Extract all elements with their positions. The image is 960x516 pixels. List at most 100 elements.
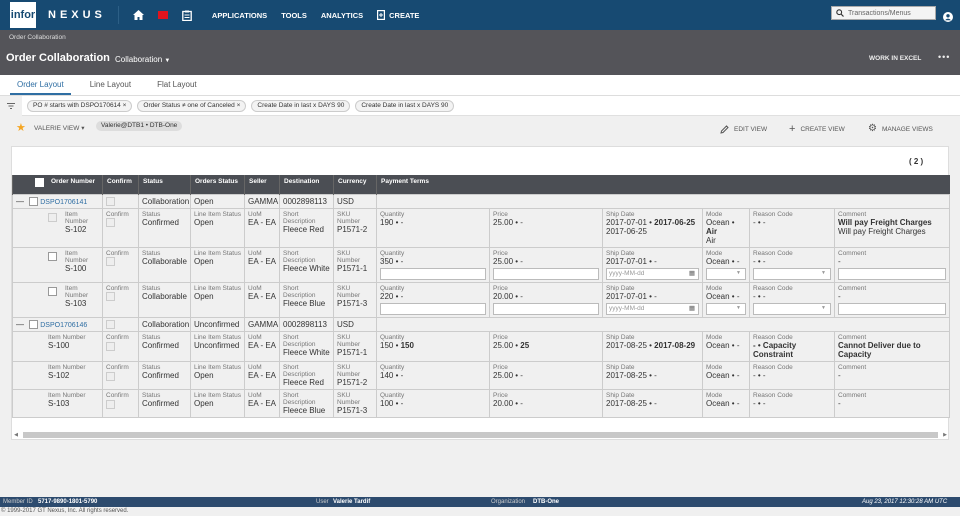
reason-code-select[interactable]: ▼ xyxy=(753,302,831,315)
field-value: S-103 xyxy=(65,298,87,308)
quantity-input[interactable] xyxy=(380,302,486,315)
row-checkbox[interactable] xyxy=(29,196,38,206)
user-account-icon[interactable] xyxy=(943,9,953,27)
col-status[interactable]: Status xyxy=(138,175,191,194)
calendar-icon[interactable]: ▦ xyxy=(688,304,695,312)
field-label: UoM xyxy=(248,284,262,292)
menu-applications[interactable]: APPLICATIONS xyxy=(211,10,268,20)
infor-logo[interactable]: infor xyxy=(10,2,36,28)
comment-input[interactable] xyxy=(838,302,946,315)
field-value: Ocean • - xyxy=(706,371,740,381)
horizontal-scrollbar[interactable]: ◀ ▶ xyxy=(12,430,949,439)
col-orders-status[interactable]: Orders Status xyxy=(190,175,245,194)
price-input[interactable] xyxy=(493,302,599,315)
field-value: - xyxy=(838,256,841,266)
order-row[interactable]: — DSPO1706146 Collaboration Unconfirmed … xyxy=(12,316,950,333)
field-label: Status xyxy=(142,249,161,257)
infor-app-icon[interactable] xyxy=(157,11,168,19)
search-input[interactable]: Transactions/Menus xyxy=(831,6,936,20)
order-row[interactable]: — DSPO1706141 Collaboration Open GAMMA 0… xyxy=(12,193,950,209)
col-confirm[interactable]: Confirm xyxy=(102,175,139,194)
manage-views-button[interactable]: ⚙ MANAGE VIEWS xyxy=(868,124,933,134)
filter-chip-po[interactable]: PO # starts with DSPO170614 × xyxy=(27,99,133,112)
create-view-button[interactable]: + CREATE VIEW xyxy=(789,124,845,135)
scroll-left-icon[interactable]: ◀ xyxy=(14,431,18,438)
user-name: Valerie Tardif xyxy=(333,498,371,505)
ship-date-cell: Ship Date 2017-07-01 • - yyyy-MM-dd ▦ xyxy=(602,246,703,283)
field-value: 2017-07-01 • - xyxy=(606,256,657,266)
line-item-row[interactable]: Item Number S-103 Confirm Status Confirmed… xyxy=(12,389,950,419)
reason-code-cell: Reason Code - • Capacity Constraint xyxy=(749,331,835,363)
view-selector[interactable]: Collaboration ▼ xyxy=(115,55,170,64)
field-value: 2017-06-25 xyxy=(654,217,696,227)
user-label: User xyxy=(316,498,329,505)
field-label: Confirm xyxy=(106,249,129,257)
filter-chip-order-status[interactable]: Order Status ≠ one of Canceled × xyxy=(137,99,247,112)
breadcrumb[interactable]: Order Collaboration xyxy=(9,34,66,41)
work-in-excel-button[interactable]: WORK IN EXCEL xyxy=(869,55,922,62)
select-all-checkbox[interactable] xyxy=(35,178,44,187)
collapse-icon[interactable]: — xyxy=(16,319,24,329)
line-confirm-checkbox xyxy=(106,257,115,267)
menu-tools[interactable]: TOOLS xyxy=(281,10,307,20)
reason-code-cell: Reason Code - • - ▼ xyxy=(749,246,835,283)
price-cell: Price 25.00 • - xyxy=(489,361,603,391)
line-item-row[interactable]: Item Number S-100 Confirm Status Confirmed… xyxy=(12,331,950,363)
tab-line-layout[interactable]: Line Layout xyxy=(89,80,132,89)
mode-select[interactable]: ▼ xyxy=(706,302,746,315)
order-number-link[interactable]: DSPO1706141 xyxy=(40,198,88,206)
mode-select[interactable]: ▼ xyxy=(706,267,746,280)
clipboard-icon[interactable] xyxy=(182,10,192,21)
home-icon[interactable] xyxy=(132,10,144,20)
line-item-row[interactable]: Item Number S-103 Confirm Status Collabora… xyxy=(12,281,950,318)
quantity-input[interactable] xyxy=(380,267,486,280)
collapse-icon[interactable]: — xyxy=(16,196,24,206)
price-input[interactable] xyxy=(493,267,599,280)
ship-date-input[interactable]: yyyy-MM-dd ▦ xyxy=(606,267,699,280)
line-checkbox[interactable] xyxy=(48,251,57,261)
col-payment-terms[interactable]: Payment Terms xyxy=(376,175,950,194)
field-value: - • - xyxy=(753,217,766,227)
field-label: Price xyxy=(493,364,508,372)
tab-flat-layout[interactable]: Flat Layout xyxy=(157,80,197,89)
order-status-cell: Unconfirmed xyxy=(190,316,245,333)
line-item-row[interactable]: Item Number S-102 Confirm Status Confirmed… xyxy=(12,207,950,248)
create-menu[interactable]: CREATE xyxy=(377,10,419,20)
field-label: Quantity xyxy=(380,364,405,372)
field-value: 2017-07-01 • xyxy=(606,217,655,227)
calendar-icon[interactable]: ▦ xyxy=(688,269,695,277)
confirm-checkbox xyxy=(106,196,115,206)
scrollbar-thumb[interactable] xyxy=(23,431,938,438)
col-order-number[interactable]: Order Number xyxy=(12,175,103,194)
tab-order-layout[interactable]: Order Layout xyxy=(10,75,71,95)
edit-view-button[interactable]: EDIT VIEW xyxy=(720,125,767,134)
reason-code-select[interactable]: ▼ xyxy=(753,267,831,280)
line-status-cell: Status Confirmed xyxy=(138,331,191,363)
col-seller[interactable]: Seller xyxy=(244,175,280,194)
saved-view-selector[interactable]: VALERIE VIEW ▾ xyxy=(34,125,85,132)
star-icon[interactable]: ★ xyxy=(16,122,26,134)
destination-cell: 0002898113 xyxy=(279,193,334,209)
table-header-row: Order Number Confirm Status Orders Statu… xyxy=(12,175,950,194)
line-item-row[interactable]: Item Number S-102 Confirm Status Confirmed… xyxy=(12,361,950,391)
scroll-right-icon[interactable]: ▶ xyxy=(943,431,947,438)
filter-icon[interactable] xyxy=(0,95,22,116)
row-checkbox[interactable] xyxy=(29,320,38,330)
filter-chip-create-date-2[interactable]: Create Date in last x DAYS 90 xyxy=(355,99,455,112)
col-currency[interactable]: Currency xyxy=(333,175,377,194)
field-label: Reason Code xyxy=(753,210,793,218)
line-checkbox[interactable] xyxy=(48,286,57,296)
more-options-button[interactable]: ••• xyxy=(938,52,951,62)
filter-chip-create-date[interactable]: Create Date in last x DAYS 90 xyxy=(251,99,351,112)
field-label: Item Number xyxy=(65,249,89,264)
manage-views-label: MANAGE VIEWS xyxy=(881,125,933,133)
ship-date-input[interactable]: yyyy-MM-dd ▦ xyxy=(606,302,699,315)
order-number-link[interactable]: DSPO1706146 xyxy=(40,321,88,329)
field-value: 2017-08-29 xyxy=(654,341,696,351)
menu-analytics[interactable]: ANALYTICS xyxy=(320,10,364,20)
line-item-row[interactable]: Item Number S-100 Confirm Status Collabora… xyxy=(12,246,950,283)
price-cell: Price 25.00 • 25 xyxy=(489,331,603,363)
field-value: Fleece White xyxy=(283,263,330,273)
comment-input[interactable] xyxy=(838,267,946,280)
col-destination[interactable]: Destination xyxy=(279,175,334,194)
